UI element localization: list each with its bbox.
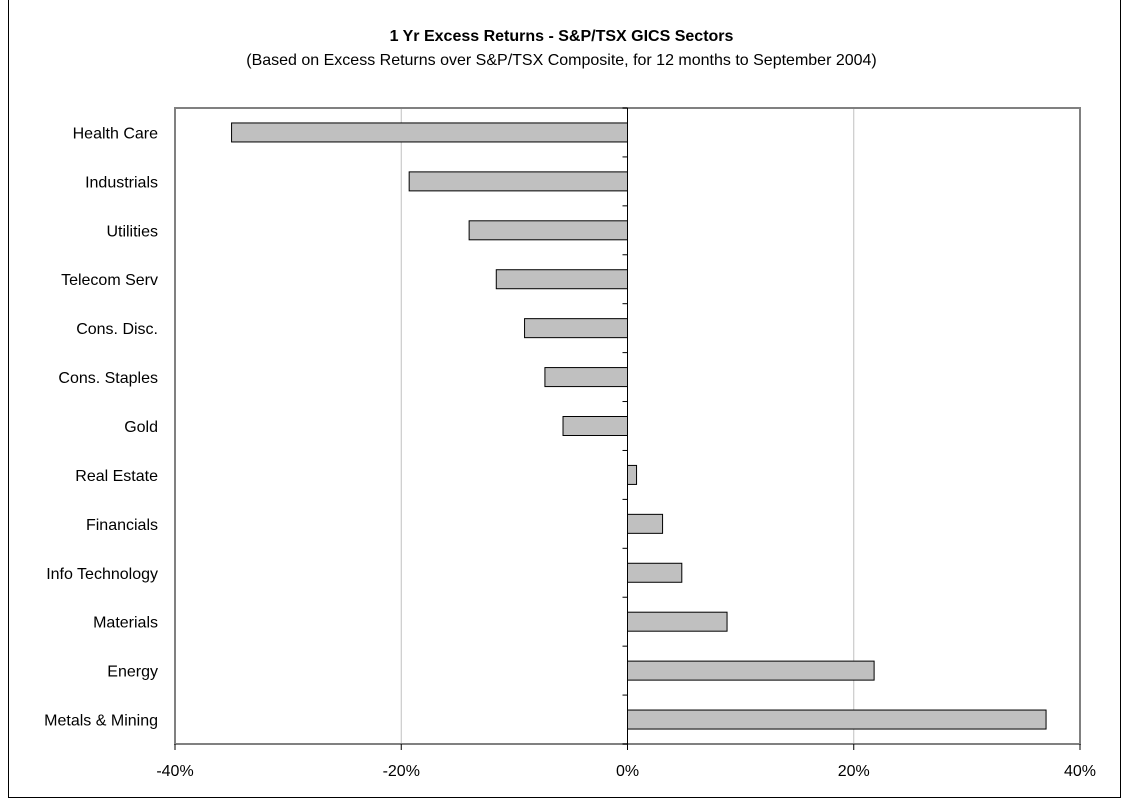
category-label: Industrials bbox=[85, 174, 158, 191]
category-label: Materials bbox=[93, 615, 158, 632]
bar bbox=[627, 611, 728, 632]
x-tick-label: -40% bbox=[156, 763, 193, 780]
bar bbox=[524, 318, 629, 339]
bar bbox=[468, 220, 628, 241]
axes bbox=[174, 107, 1081, 750]
category-label: Telecom Serv bbox=[61, 272, 158, 289]
category-label: Energy bbox=[107, 664, 158, 681]
category-label: Health Care bbox=[73, 125, 158, 142]
category-label: Gold bbox=[124, 419, 158, 436]
category-label: Utilities bbox=[106, 223, 158, 240]
bar bbox=[627, 709, 1047, 730]
x-tick-label: 0% bbox=[616, 763, 639, 780]
x-tick-label: -20% bbox=[383, 763, 420, 780]
bar bbox=[562, 416, 628, 436]
bar bbox=[627, 562, 683, 583]
bars bbox=[231, 122, 1047, 730]
category-label: Financials bbox=[86, 517, 158, 534]
bar bbox=[544, 367, 629, 388]
bar bbox=[408, 171, 629, 192]
bar bbox=[627, 660, 875, 681]
chart-subtitle: (Based on Excess Returns over S&P/TSX Co… bbox=[246, 52, 877, 69]
bar bbox=[231, 122, 628, 143]
category-label: Info Technology bbox=[46, 566, 158, 583]
bar bbox=[495, 269, 628, 290]
x-tick-label: 40% bbox=[1064, 763, 1096, 780]
bar bbox=[627, 464, 638, 485]
labels: Health Care Industrials Utilities Telecom S… bbox=[44, 125, 1096, 780]
category-label: Metals & Mining bbox=[44, 713, 158, 730]
chart-title: 1 Yr Excess Returns - S&P/TSX GICS Secto… bbox=[389, 28, 734, 45]
bar bbox=[627, 513, 664, 534]
x-tick-label: 20% bbox=[838, 763, 870, 780]
category-label: Cons. Disc. bbox=[76, 321, 158, 338]
gridlines bbox=[400, 108, 855, 744]
category-label: Cons. Staples bbox=[58, 370, 158, 387]
category-label: Real Estate bbox=[75, 468, 158, 485]
